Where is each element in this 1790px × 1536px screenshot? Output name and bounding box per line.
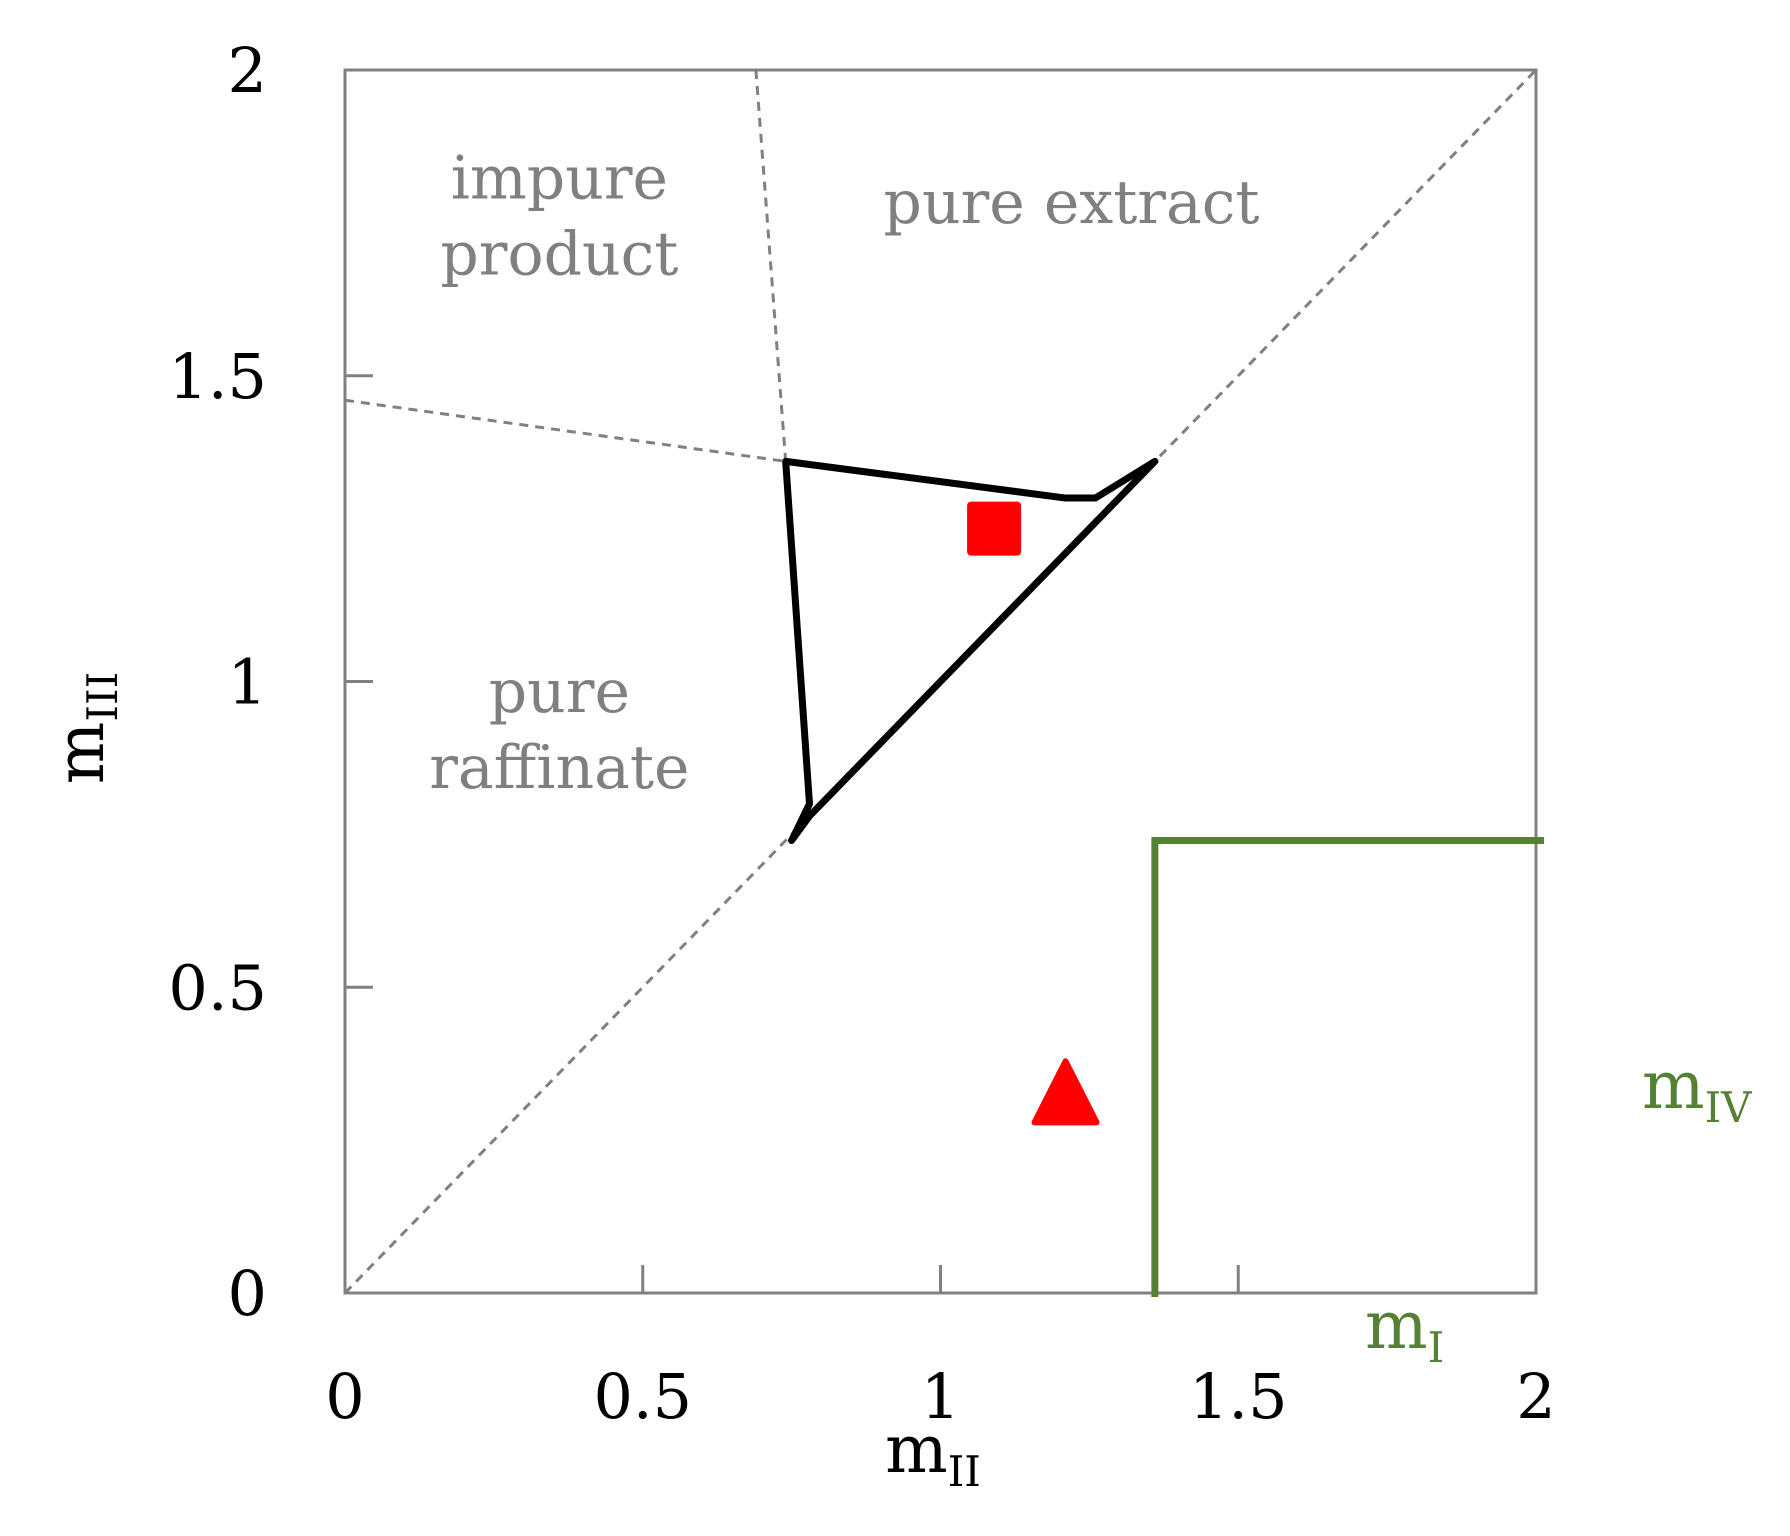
x-tick-label: 0 (325, 1360, 364, 1433)
region-label-line: product (440, 219, 678, 289)
region-label-line: pure (489, 657, 630, 727)
y-tick-label: 0.5 (168, 951, 267, 1024)
x-tick-label: 2 (1516, 1360, 1555, 1433)
region-label-line: impure (451, 143, 668, 213)
plot-layer: 0 0.5 1 1.5 2 0 0.5 1 1.5 2 impure product pure extr… (168, 34, 1555, 1433)
x-tick-label: 0.5 (593, 1360, 692, 1433)
x-axis-title-sub: II (948, 1447, 981, 1496)
y-tick-label: 2 (228, 34, 267, 107)
y-axis-title-main: m (42, 722, 119, 785)
red-square-marker (967, 501, 1022, 556)
m-IV-label: mIV (1642, 1047, 1752, 1132)
m-I-label-sub: I (1428, 1323, 1445, 1372)
m-IV-label-sub: IV (1705, 1083, 1753, 1132)
y-axis-title-sub: III (78, 672, 127, 722)
region-label: impure product (440, 143, 678, 289)
separation-triangle (782, 457, 1159, 844)
y-tick-label: 1 (228, 646, 267, 719)
region-label-line: raffinate (429, 733, 689, 803)
dashed-line-lower-boundary (344, 398, 786, 463)
x-axis-title: mII (885, 1411, 981, 1496)
x-tick-label: 1 (921, 1360, 960, 1433)
dashed-line-upper-boundary (754, 69, 788, 462)
region-label: pure raffinate (429, 657, 689, 803)
region-label: pure extract (884, 168, 1260, 238)
y-tick-label: 1.5 (168, 340, 267, 413)
m-IV-label-main: m (1642, 1047, 1705, 1124)
label-layer: mII mIII mI mIV (42, 672, 1752, 1496)
m-I-label: mI (1365, 1287, 1444, 1372)
x-axis-title-main: m (885, 1411, 948, 1488)
red-triangle-marker (1031, 1058, 1100, 1126)
y-axis-title: mIII (42, 672, 127, 784)
m-I-label-main: m (1365, 1287, 1428, 1364)
m-bounds-line (1151, 836, 1544, 1297)
y-tick-label: 0 (228, 1257, 267, 1330)
x-tick-label: 1.5 (1189, 1360, 1288, 1433)
region-label-line: pure extract (884, 168, 1260, 238)
